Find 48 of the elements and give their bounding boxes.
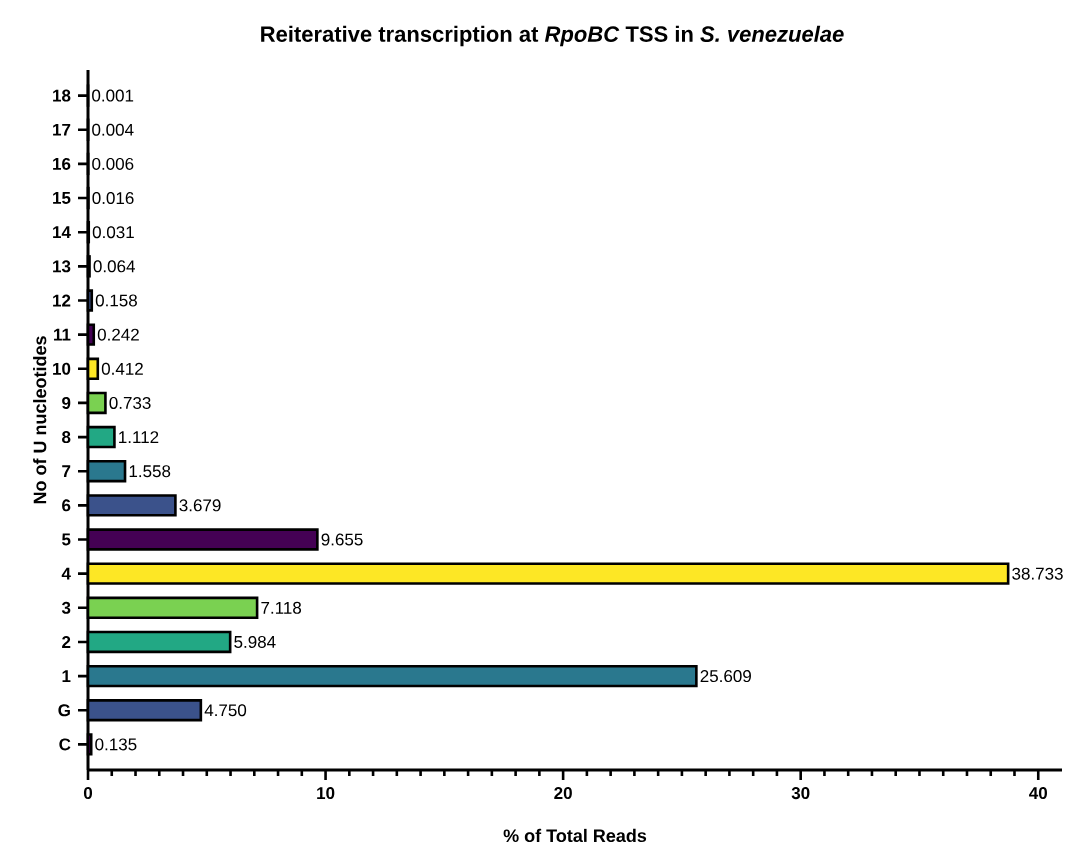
data-label: 0.064 (93, 260, 135, 273)
x-tick-label: 0 (83, 787, 93, 800)
chart-title: Reiterative transcription at RpoBC TSS in S. venezuelae (261, 25, 844, 47)
data-label: 4.750 (204, 704, 247, 717)
data-label: 0.004 (92, 123, 134, 136)
x-tick-label: 10 (317, 787, 335, 800)
y-tick-label: 7 (62, 465, 71, 478)
x-axis-title: % of Total Reads (503, 828, 647, 843)
data-label: 7.118 (261, 601, 302, 614)
y-tick-label: 17 (53, 123, 71, 136)
data-label: 0.135 (95, 738, 137, 751)
y-tick-label: 16 (53, 157, 71, 170)
data-label: 3.679 (179, 499, 221, 512)
y-tick-label: 13 (53, 260, 71, 273)
data-label: 25.609 (700, 670, 751, 683)
data-label: 1.112 (119, 431, 159, 444)
y-tick-label: 8 (62, 431, 71, 444)
y-tick-label: 2 (62, 636, 71, 648)
y-tick-label: 1 (62, 670, 71, 682)
y-tick-label: 15 (53, 192, 71, 204)
y-tick-label: 10 (53, 362, 71, 375)
y-tick-label: 11 (54, 328, 71, 341)
x-tick-label: 30 (791, 787, 810, 800)
data-label: 0.158 (95, 294, 137, 307)
y-tick-label: 18 (53, 89, 71, 102)
y-axis-title: No of U nucleotides (33, 336, 47, 504)
y-tick-label: G (58, 704, 70, 717)
data-label: 0.001 (92, 89, 134, 102)
data-label: 0.006 (92, 157, 134, 170)
y-tick-label: 6 (62, 499, 71, 512)
data-label: 0.031 (92, 226, 134, 239)
x-tick-label: 40 (1029, 787, 1047, 800)
data-label: 1.558 (129, 465, 171, 478)
data-label: 0.242 (97, 328, 139, 341)
y-tick-label: 14 (53, 226, 71, 239)
y-tick-label: 5 (62, 533, 71, 546)
y-tick-label: 4 (61, 567, 71, 580)
y-tick-label: 3 (61, 601, 71, 614)
y-tick-label: C (59, 738, 71, 751)
data-label: 0.412 (101, 362, 143, 375)
data-label: 0.733 (109, 396, 151, 409)
y-tick-label: 12 (53, 294, 71, 307)
data-label: 38.733 (1012, 567, 1063, 580)
x-tick-label: 20 (554, 787, 572, 800)
data-label: 0.016 (92, 192, 134, 205)
data-label: 9.655 (321, 533, 363, 546)
data-label: 5.984 (234, 635, 276, 648)
y-tick-label: 9 (62, 396, 71, 409)
